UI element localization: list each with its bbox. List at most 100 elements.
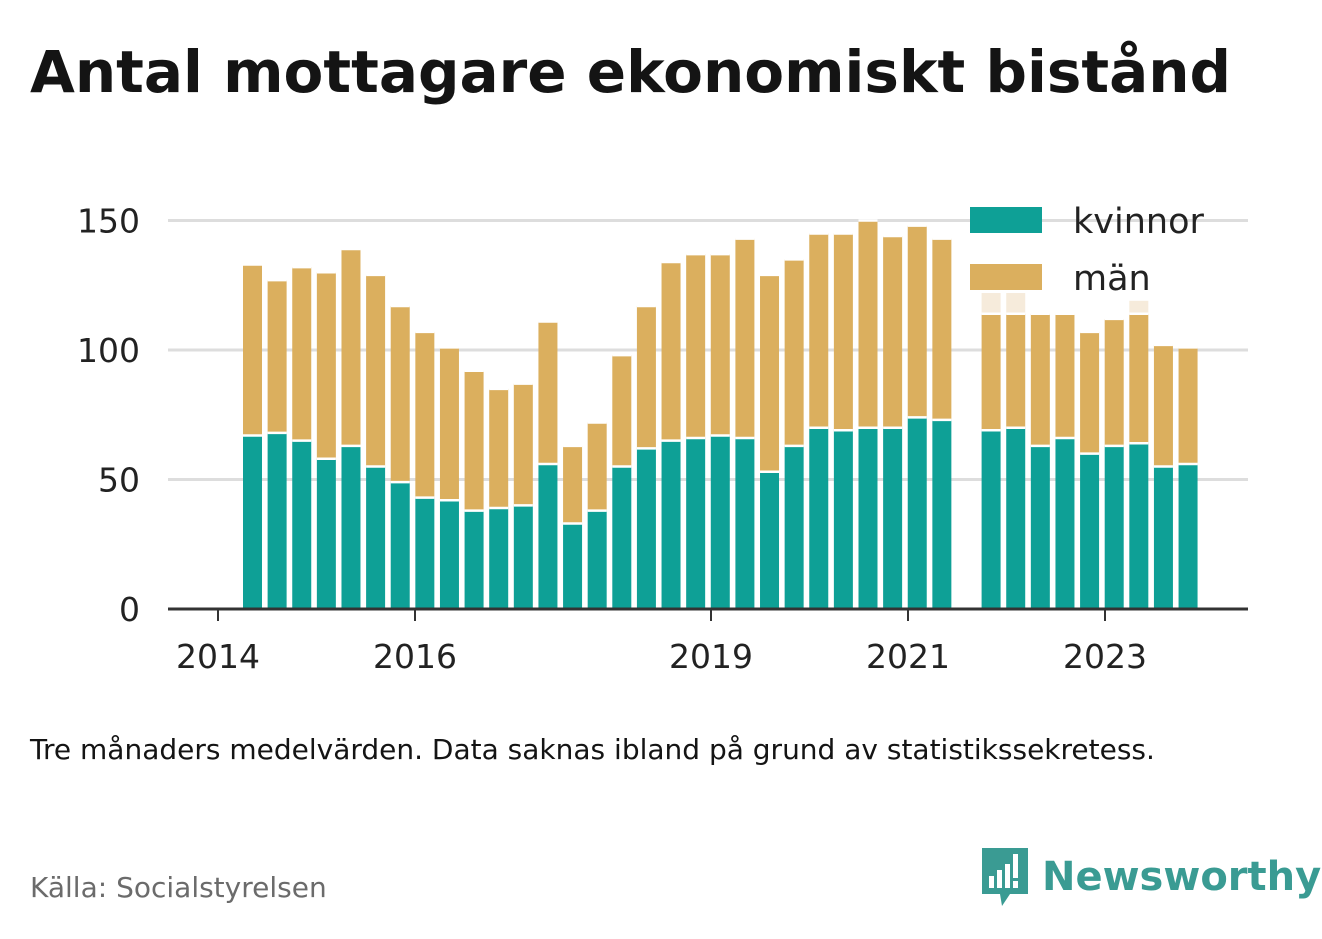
bar-man <box>981 313 1001 431</box>
x-tick-label: 2021 <box>866 637 950 676</box>
bar-kvinnor <box>907 417 927 609</box>
bar-man <box>883 236 903 428</box>
legend: kvinnor män <box>970 202 1204 299</box>
bar-group <box>981 293 1001 609</box>
bar-kvinnor <box>833 430 853 609</box>
bar-group <box>415 330 435 609</box>
bar-man <box>316 272 336 459</box>
bar-group <box>1153 343 1173 609</box>
brand-logo[interactable]: Newsworthy <box>980 846 1321 908</box>
bar-man <box>833 233 853 431</box>
bar-uncertain <box>1129 300 1149 314</box>
bar-man <box>612 355 632 467</box>
bar-man <box>809 233 829 428</box>
bar-man <box>1129 313 1149 444</box>
legend-item: män <box>970 259 1151 299</box>
bar-kvinnor <box>1030 445 1050 609</box>
bar-man <box>710 254 730 436</box>
bar-kvinnor <box>760 471 780 609</box>
source-text: Källa: Socialstyrelsen <box>30 871 327 904</box>
bar-group <box>1104 317 1124 609</box>
bar-group <box>636 304 656 609</box>
bar-kvinnor <box>858 427 878 609</box>
chart-note: Tre månaders medelvärden. Data saknas ib… <box>30 733 1155 766</box>
bar-kvinnor <box>686 438 706 609</box>
bar-kvinnor <box>1153 466 1173 609</box>
bar-man <box>366 274 386 467</box>
bar-man <box>858 220 878 428</box>
bar-kvinnor <box>489 507 509 609</box>
bar-kvinnor <box>612 466 632 609</box>
bar-man <box>538 321 558 464</box>
bar-kvinnor <box>538 463 558 609</box>
bar-group <box>784 258 804 609</box>
bar-group <box>1030 312 1050 609</box>
bar-group <box>538 320 558 609</box>
legend-swatch <box>970 264 1042 290</box>
bar-man <box>439 347 459 501</box>
bar-group <box>1055 312 1075 609</box>
legend-swatch <box>970 207 1042 233</box>
bar-kvinnor <box>513 505 533 609</box>
bar-group <box>587 421 607 609</box>
bar-uncertain <box>1006 293 1026 314</box>
legend-item: kvinnor <box>970 202 1204 242</box>
bar-man <box>489 388 509 508</box>
bar-group <box>563 444 583 609</box>
bar-group <box>366 273 386 609</box>
bar-man <box>292 267 312 441</box>
bar-man <box>464 370 484 511</box>
bar-group <box>464 369 484 609</box>
bar-kvinnor <box>981 430 1001 609</box>
bar-man <box>243 264 262 436</box>
legend-label: kvinnor <box>1073 202 1204 242</box>
bar-man <box>415 331 435 498</box>
x-axis: 2014 2016 2019 2021 2023 <box>168 607 1248 676</box>
x-tick-label: 2016 <box>373 637 457 676</box>
newsworthy-logo-icon <box>982 848 1028 906</box>
bar-kvinnor <box>341 445 361 609</box>
bar-kvinnor <box>636 448 656 609</box>
bar-man <box>1178 347 1198 464</box>
bar-man <box>760 274 780 472</box>
bar-group <box>243 263 262 609</box>
bar-kvinnor <box>292 440 312 609</box>
bar-group <box>883 234 903 609</box>
bar-man <box>636 305 656 449</box>
x-tick-label: 2014 <box>176 637 260 676</box>
bar-kvinnor <box>243 435 262 609</box>
bar-kvinnor <box>1104 445 1124 609</box>
bar-group <box>833 232 853 609</box>
y-tick-label: 0 <box>119 590 140 629</box>
bar-man <box>563 445 583 524</box>
bar-kvinnor <box>883 427 903 609</box>
bar-group <box>316 271 336 609</box>
bar-group <box>341 247 361 609</box>
bar-kvinnor <box>464 510 484 609</box>
bar-group <box>932 237 952 609</box>
bar-group <box>661 260 681 609</box>
bar-man <box>341 248 361 446</box>
bar-kvinnor <box>316 458 336 609</box>
bar-kvinnor <box>366 466 386 609</box>
bar-man <box>1080 331 1100 454</box>
legend-label: män <box>1073 259 1151 299</box>
x-tick-label: 2023 <box>1063 637 1147 676</box>
bar-man <box>267 280 287 433</box>
bar-man <box>587 422 607 511</box>
bar-man <box>661 261 681 441</box>
bar-man <box>907 225 927 418</box>
bar-uncertain <box>981 293 1001 314</box>
bar-kvinnor <box>563 523 583 609</box>
bar-kvinnor <box>1129 443 1149 609</box>
bar-group <box>735 237 755 609</box>
bar-kvinnor <box>710 435 730 609</box>
bar-group <box>1129 300 1149 609</box>
bar-man <box>1055 313 1075 439</box>
bar-kvinnor <box>932 419 952 609</box>
bar-kvinnor <box>661 440 681 609</box>
bars <box>243 219 1198 609</box>
bar-group <box>1006 293 1026 609</box>
bar-group <box>439 346 459 609</box>
bar-group <box>267 278 287 609</box>
